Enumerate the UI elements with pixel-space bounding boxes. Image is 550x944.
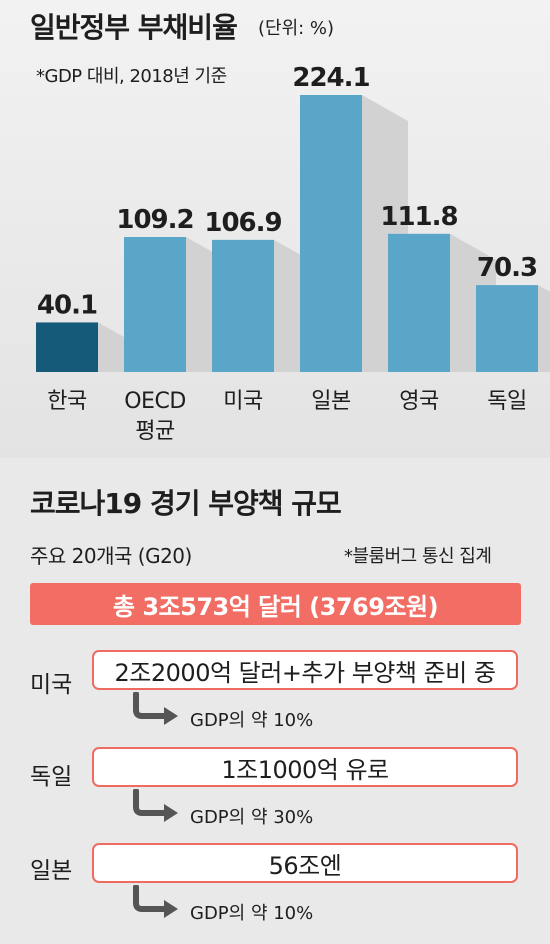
- category-label: 일본: [311, 389, 351, 414]
- bar: [388, 233, 450, 372]
- source-note: *블룸버그 통신 집계: [344, 546, 492, 567]
- category-label: OECD: [124, 389, 186, 414]
- category-label: 평균: [135, 419, 175, 444]
- bar-value-label: 70.3: [477, 253, 537, 283]
- bar-shadow: [538, 285, 550, 372]
- debt-bar-chart: 40.1 한국 109.2 OECD 평균 106.9 미국 224.1 일본 111.8 영국 70…: [36, 63, 550, 444]
- row-country-jp: 일본: [30, 858, 73, 884]
- arrow-icon: [133, 692, 178, 725]
- category-label: 독일: [487, 389, 526, 414]
- category-label: 영국: [399, 389, 439, 414]
- debt-title-text: 일반정부 부채비율: [30, 11, 238, 44]
- row-amount-us: 2조2000억 달러+추가 부양책 준비 중: [92, 650, 518, 690]
- debt-unit: (단위: %): [258, 18, 335, 39]
- category-label: 한국: [47, 389, 87, 414]
- arrow-icon: [133, 789, 178, 822]
- bar: [476, 285, 538, 372]
- bar: [36, 322, 98, 372]
- row-gdp-de: GDP의 약 30%: [190, 807, 314, 828]
- bar-value-label: 40.1: [37, 290, 97, 320]
- bar: [212, 239, 274, 372]
- row-country-us: 미국: [30, 672, 73, 698]
- debt-section-background: [0, 0, 550, 458]
- bar-value-label: 109.2: [116, 205, 193, 235]
- total-stimulus-bar: 총 3조573억 달러 (3769조원): [30, 583, 521, 625]
- arrow-icon: [133, 885, 178, 918]
- row-gdp-jp: GDP의 약 10%: [190, 903, 314, 924]
- row-amount-de: 1조1000억 유로: [92, 747, 518, 787]
- bar-value-label: 111.8: [380, 202, 457, 232]
- bar-value-label: 224.1: [292, 63, 369, 93]
- row-gdp-us: GDP의 약 10%: [190, 710, 314, 731]
- debt-note: *GDP 대비, 2018년 기준: [36, 66, 227, 87]
- bar-value-label: 106.9: [204, 208, 281, 238]
- debt-title: 일반정부 부채비율: [30, 6, 238, 46]
- category-label: 미국: [223, 389, 263, 414]
- bar: [300, 95, 362, 372]
- row-amount-jp: 56조엔: [92, 843, 518, 883]
- bar: [124, 237, 186, 372]
- stimulus-title: 코로나19 경기 부양책 규모: [30, 487, 342, 520]
- g20-label: 주요 20개국 (G20): [30, 544, 192, 568]
- row-country-de: 독일: [30, 764, 73, 790]
